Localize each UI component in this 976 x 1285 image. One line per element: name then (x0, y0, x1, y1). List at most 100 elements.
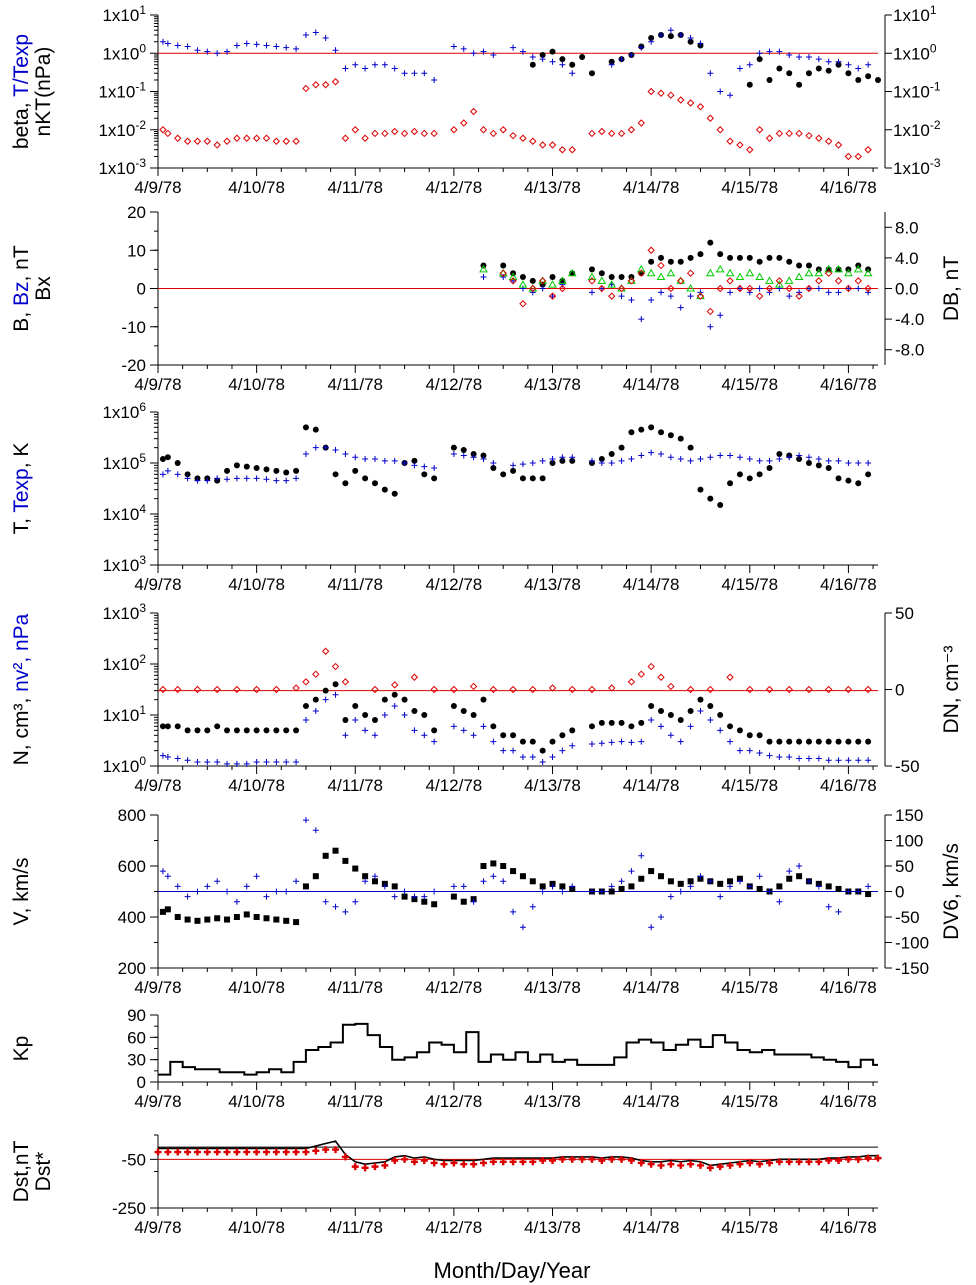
data-point (707, 323, 714, 330)
data-point (312, 707, 319, 714)
data-point (391, 893, 398, 900)
x-tick-label: 4/9/78 (134, 575, 181, 594)
data-point (755, 126, 764, 134)
data-point (805, 755, 812, 762)
data-point (835, 58, 842, 65)
data-point (706, 114, 715, 122)
data-point (529, 754, 536, 761)
x-tick-label: 4/11/78 (328, 776, 383, 795)
data-point (815, 883, 822, 890)
data-point (519, 754, 526, 761)
data-point (283, 727, 290, 734)
y-right-tick-label: 0.0 (895, 280, 919, 299)
data-point (617, 129, 626, 138)
data-point (855, 76, 862, 83)
x-tick-label: 4/16/78 (820, 978, 877, 997)
data-point (735, 272, 745, 281)
data-point (529, 460, 536, 466)
data-point (243, 463, 250, 470)
panel-beta: 1x101 1x100 1x10-1 1x10-2 1x10-3 1x101 1x100 1x… (10, 3, 941, 197)
series-temp-0 (159, 424, 872, 509)
data-point (677, 455, 684, 462)
data-point (490, 464, 497, 471)
data-point (203, 137, 212, 145)
x-tick-label: 4/13/78 (524, 178, 581, 197)
data-point (825, 67, 832, 74)
data-point (776, 48, 783, 55)
data-point (786, 258, 793, 265)
data-point (352, 454, 359, 461)
data-point (715, 264, 725, 273)
data-point (510, 44, 517, 51)
data-point (638, 852, 645, 859)
y-tick-label: 1x103 (102, 601, 146, 623)
data-point (233, 898, 240, 905)
data-point (805, 262, 812, 269)
data-point (362, 712, 369, 718)
y-axis-right-label-density: DN, cm⁻³ (940, 645, 963, 733)
data-point (628, 739, 635, 746)
data-point (174, 471, 181, 478)
data-point (164, 1148, 172, 1156)
x-tick-label: 4/11/78 (328, 375, 383, 394)
y-tick-label: -50 (121, 1150, 146, 1169)
data-point (756, 457, 763, 464)
data-point (420, 1157, 428, 1165)
data-point (637, 269, 645, 277)
data-point (460, 119, 468, 127)
data-point (785, 129, 793, 138)
data-point (588, 266, 595, 273)
x-tick-label: 4/10/78 (228, 375, 285, 394)
y-tick-label: 1x10-1 (98, 80, 146, 102)
data-point (490, 52, 497, 59)
data-point (844, 284, 853, 293)
data-point (736, 65, 743, 72)
data-point (776, 285, 783, 292)
data-point (519, 134, 527, 142)
data-point (243, 134, 251, 142)
data-point (450, 685, 458, 694)
data-point (371, 480, 378, 487)
data-point (159, 752, 166, 759)
data-point (312, 444, 319, 451)
x-tick-label: 4/16/78 (820, 1092, 877, 1111)
data-point (243, 1148, 251, 1156)
data-point (736, 454, 743, 461)
data-point (865, 61, 872, 68)
data-point (627, 277, 636, 285)
data-point (814, 268, 824, 277)
y-right-tick-label: 1x100 (893, 41, 937, 63)
data-point (835, 738, 842, 745)
data-point (510, 277, 517, 284)
data-point (302, 1148, 310, 1156)
data-point (618, 457, 625, 464)
data-point (421, 898, 428, 905)
data-point (618, 293, 625, 300)
data-point (627, 678, 636, 686)
data-point (342, 480, 349, 487)
data-point (687, 444, 694, 451)
data-point (273, 758, 280, 765)
data-point (569, 70, 576, 77)
data-point (656, 272, 666, 281)
data-point (539, 758, 546, 765)
data-point (499, 1158, 507, 1166)
data-point (293, 45, 300, 52)
data-point (845, 285, 852, 292)
data-point (786, 454, 793, 461)
data-point (667, 682, 675, 691)
data-point (796, 53, 803, 60)
data-point (548, 141, 557, 149)
data-point (312, 29, 319, 36)
data-point (293, 878, 300, 885)
data-point (597, 276, 607, 284)
data-point (804, 268, 814, 277)
data-point (647, 662, 655, 671)
y-tick-label: 1x100 (102, 41, 146, 63)
x-tick-label: 4/15/78 (721, 575, 778, 594)
data-point (766, 254, 773, 261)
y-right-tick-label: -4.0 (895, 310, 924, 329)
data-point (736, 471, 743, 478)
data-point (509, 1158, 517, 1166)
y-axis-label-2-beta: nKT(nPa) (32, 47, 55, 137)
